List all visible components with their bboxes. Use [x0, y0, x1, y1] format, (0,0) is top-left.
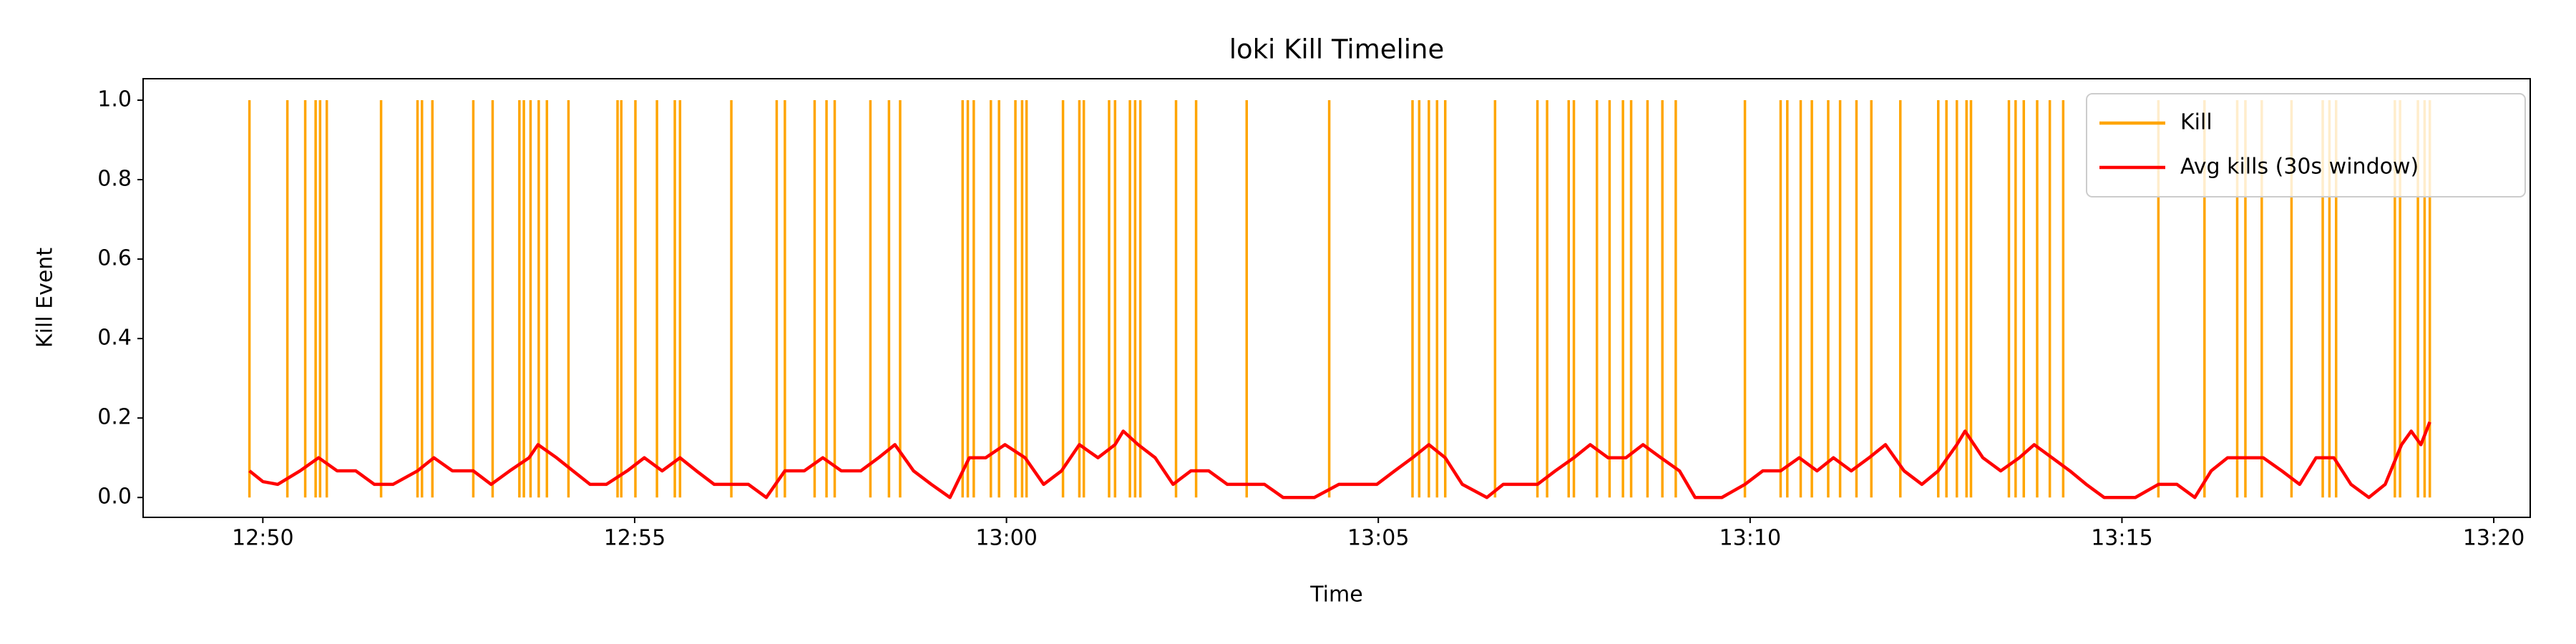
x-tick-label: 13:20 — [2463, 526, 2524, 551]
y-axis-label: Kill Event — [33, 248, 58, 348]
x-tick-label: 13:05 — [1347, 526, 1409, 551]
x-tick-label: 13:00 — [975, 526, 1037, 551]
plot-frame — [142, 78, 2531, 518]
y-tick-label: 1.0 — [97, 87, 132, 112]
y-tick-label: 0.6 — [97, 246, 132, 271]
x-tick-label: 13:10 — [1719, 526, 1781, 551]
legend-label: Avg kills (30s window) — [2180, 155, 2419, 180]
x-tick-label: 12:55 — [604, 526, 665, 551]
y-tick-label: 0.0 — [97, 484, 132, 509]
y-tick-label: 0.8 — [97, 167, 132, 192]
x-axis-label: Time — [1309, 582, 1362, 608]
x-tick-label: 13:15 — [2091, 526, 2152, 551]
legend-label: Kill — [2180, 110, 2212, 135]
y-tick-label: 0.4 — [97, 326, 132, 351]
y-tick-label: 0.2 — [97, 405, 132, 430]
chart-title: loki Kill Timeline — [1229, 34, 1445, 65]
x-tick-label: 12:50 — [232, 526, 293, 551]
legend: Kill Avg kills (30s window) — [2086, 93, 2526, 197]
legend-box — [2086, 93, 2526, 197]
avg-line — [248, 421, 2431, 499]
